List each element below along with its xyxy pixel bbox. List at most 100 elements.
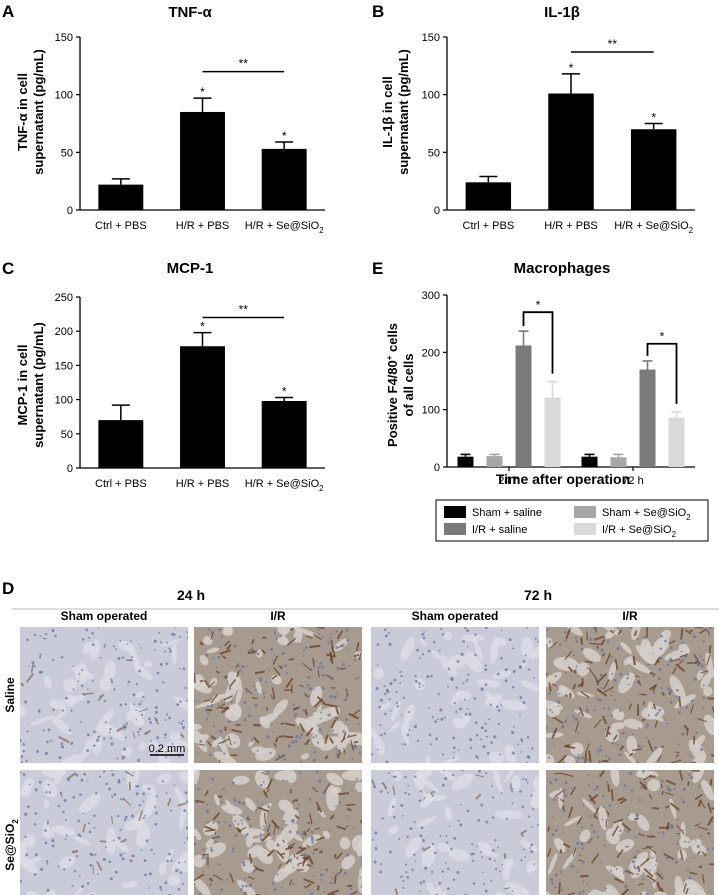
nucleus-dot [48, 791, 51, 794]
nucleus-dot [694, 839, 697, 841]
nucleus-dot [418, 682, 421, 685]
stain-strand [305, 883, 312, 889]
nucleus-dot [317, 666, 321, 669]
nucleus-dot [666, 785, 669, 788]
stain-strand [295, 846, 307, 856]
nucleus-dot [63, 868, 66, 871]
stain-strand [679, 849, 684, 861]
nucleus-dot [658, 677, 661, 681]
nucleus-dot [565, 717, 568, 719]
nucleus-dot [278, 665, 281, 668]
tubule-lumen [615, 839, 635, 853]
nucleus-dot [291, 801, 294, 804]
y-tick-label-b: 50 [428, 147, 440, 159]
stain-strand [547, 826, 551, 832]
stain-strand [612, 734, 618, 741]
legend-label-e-1: Sham + Se@SiO2 [602, 507, 691, 522]
nucleus-dot [310, 830, 314, 834]
nucleus-dot [216, 744, 220, 747]
nucleus-dot [173, 627, 176, 629]
nucleus-dot [281, 651, 285, 655]
stain-strand [82, 823, 87, 833]
stain-strand [203, 679, 211, 689]
nucleus-dot [158, 631, 161, 634]
y-tick-label-a: 150 [55, 32, 73, 44]
nucleus-dot [110, 742, 114, 746]
nucleus-dot [455, 710, 458, 714]
stain-strand [305, 635, 313, 639]
nucleus-dot [490, 741, 493, 744]
stain-strand [665, 805, 670, 809]
nucleus-dot [673, 788, 676, 791]
nucleus-dot [292, 703, 295, 706]
micrograph-grid: Sham operated I/R Sham operated I/RSalineSe… [3, 609, 714, 895]
stain-strand [253, 736, 260, 744]
nucleus-dot [204, 708, 208, 712]
nucleus-dot [636, 872, 639, 876]
nucleus-dot [94, 853, 97, 856]
nucleus-dot [393, 678, 397, 682]
nucleus-dot [477, 770, 482, 773]
nucleus-dot [466, 809, 470, 813]
nucleus-dot [391, 805, 395, 809]
panel-e-macrophages-chart: E Macrophages Positive F4/80+ cells of a… [372, 259, 709, 542]
nucleus-dot [574, 636, 578, 639]
nucleus-dot [430, 870, 434, 874]
nucleus-dot [119, 703, 123, 707]
nucleus-dot [179, 700, 182, 703]
stain-strand [257, 806, 269, 813]
stain-strand [356, 642, 360, 651]
micrograph-0-3 [546, 627, 714, 763]
micrograph-background [546, 770, 714, 895]
panel-letter-d: D [2, 579, 14, 598]
tubule-lumen [612, 708, 625, 721]
nucleus-dot [712, 748, 714, 751]
nucleus-dot [682, 787, 686, 791]
category-label-b-2: H/R + Se@SiO2 [614, 220, 693, 235]
tubule-lumen [194, 699, 221, 708]
nucleus-dot [168, 647, 171, 650]
y-tick-label-e: 300 [422, 290, 440, 302]
stain-strand [303, 856, 307, 863]
stain-strand [219, 649, 232, 655]
nucleus-dot [563, 791, 566, 794]
nucleus-dot [230, 701, 233, 704]
nucleus-dot [346, 639, 350, 642]
nucleus-dot [586, 667, 589, 670]
nucleus-dot [484, 722, 487, 725]
nucleus-dot [294, 715, 296, 718]
nucleus-dot [223, 675, 227, 679]
nucleus-dot [521, 805, 525, 809]
stain-strand [329, 654, 335, 662]
nucleus-dot [135, 709, 138, 712]
stain-strand [392, 785, 396, 796]
nucleus-dot [642, 770, 646, 773]
stain-strand [315, 836, 325, 842]
tubule-lumen [301, 753, 310, 760]
stain-strand [223, 695, 234, 701]
nucleus-dot [292, 866, 295, 869]
nucleus-dot [316, 741, 320, 744]
nucleus-dot [562, 761, 566, 763]
nucleus-dot [202, 870, 204, 873]
nucleus-dot [335, 630, 338, 633]
y-tick-label-a: 50 [61, 147, 73, 159]
nucleus-dot [401, 743, 403, 745]
stain-strand [209, 681, 216, 688]
nucleus-dot [296, 807, 299, 810]
tubule-lumen [203, 636, 213, 646]
stain-strand [207, 741, 212, 747]
tubule-lumen [401, 721, 410, 746]
stain-strand [553, 716, 564, 724]
nucleus-dot [398, 837, 401, 841]
tubule-lumen [400, 636, 415, 661]
nucleus-dot [113, 793, 117, 796]
nucleus-dot [575, 760, 578, 763]
tubule-lumen [312, 712, 326, 719]
stain-strand [261, 649, 266, 655]
nucleus-dot [374, 831, 378, 835]
nucleus-dot [526, 761, 529, 763]
nucleus-dot [385, 688, 389, 692]
stain-strand [292, 799, 299, 803]
nucleus-dot [474, 633, 477, 636]
